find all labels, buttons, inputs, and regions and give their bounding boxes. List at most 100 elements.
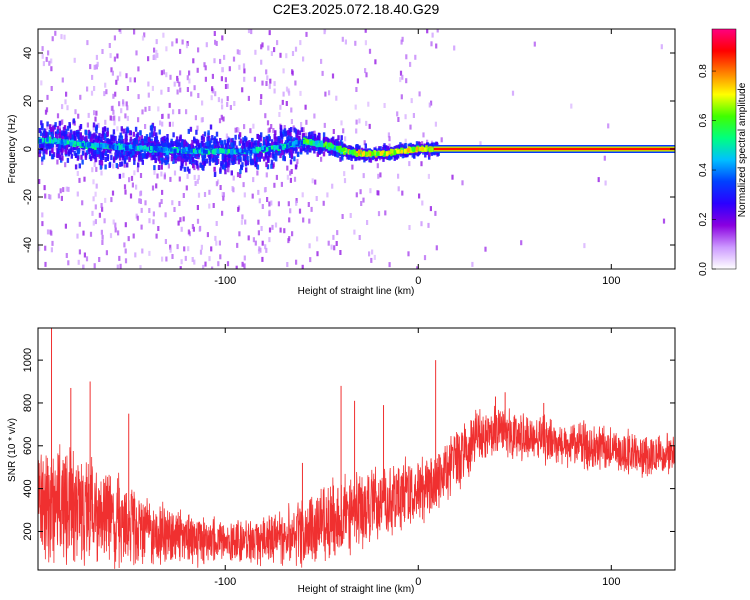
spectral-cell (100, 133, 104, 139)
snr-series-line (38, 405, 675, 569)
spectral-speckle (283, 125, 286, 130)
spectral-speckle (355, 192, 358, 198)
spectral-speckle (169, 247, 172, 253)
spectral-speckle (520, 240, 523, 246)
spectral-speckle (93, 86, 96, 91)
spectral-speckle (336, 230, 339, 236)
spectral-cell (139, 140, 142, 146)
spectral-cell (349, 145, 353, 151)
spectral-speckle (226, 102, 229, 107)
spectral-cell (216, 153, 220, 159)
spectral-speckle (180, 226, 183, 232)
spectral-speckle (49, 229, 52, 235)
spectral-cell (223, 165, 227, 171)
spectral-cell (54, 122, 57, 128)
spectral-speckle (104, 197, 107, 203)
spectral-speckle (401, 36, 404, 42)
spectral-cell (121, 155, 125, 161)
spectral-cell (81, 135, 85, 141)
spectral-speckle (252, 123, 255, 129)
spectral-speckle (354, 104, 357, 110)
spectral-cell (172, 159, 175, 164)
spectral-speckle (342, 128, 345, 134)
spectral-speckle (218, 240, 221, 246)
spectral-speckle (410, 98, 413, 104)
spectral-cell (106, 154, 110, 160)
spectral-speckle (201, 100, 204, 106)
ridge-cell (96, 143, 99, 148)
spectral-cell (96, 149, 99, 154)
spectral-cell (230, 170, 233, 176)
spectral-cell (325, 137, 328, 143)
spectral-cell (179, 156, 182, 162)
spectral-speckle (56, 159, 59, 165)
spectral-speckle (151, 85, 154, 91)
spectral-speckle (426, 29, 429, 34)
spectral-speckle (162, 69, 165, 75)
spectral-cell (150, 155, 153, 161)
spectral-cell (404, 143, 407, 148)
spectral-cell (187, 128, 190, 134)
spectral-cell (259, 136, 263, 142)
spectral-cell (274, 152, 278, 158)
spectral-speckle (261, 240, 264, 246)
ridge-cell (222, 149, 225, 154)
spectral-speckle (335, 241, 338, 246)
spectral-speckle (243, 255, 246, 261)
ridge-cell (292, 141, 295, 146)
spectral-cell (267, 134, 271, 140)
spectral-cell (256, 157, 259, 162)
spectral-speckle (273, 47, 276, 53)
spectral-cell (159, 155, 163, 161)
spectral-speckle (301, 264, 304, 269)
ridge-cell (329, 143, 333, 148)
spectral-cell (230, 153, 234, 159)
spectral-cell (322, 151, 326, 157)
spectral-speckle (95, 64, 98, 70)
spectral-cell (133, 159, 136, 165)
ridge-cell (76, 142, 80, 147)
spectral-speckle (265, 172, 268, 178)
spectral-speckle (360, 201, 363, 206)
spectral-speckle (250, 29, 253, 35)
spectral-speckle (50, 66, 53, 72)
spectral-cell (147, 150, 150, 156)
spectral-speckle (236, 127, 239, 133)
spectral-speckle (305, 119, 308, 125)
spectral-cell (76, 149, 79, 155)
spectral-speckle (251, 193, 254, 199)
spectral-cell (118, 173, 122, 179)
spectral-speckle (159, 120, 162, 126)
spectral-cell (136, 132, 139, 138)
spectral-speckle (182, 193, 185, 198)
spectral-cell (265, 162, 268, 168)
ridge-cell (91, 143, 94, 148)
spectral-cell (153, 126, 156, 132)
spectral-cell (158, 143, 161, 149)
spectral-cell (122, 128, 126, 134)
spectral-cell (239, 153, 242, 159)
spectral-cell (279, 132, 283, 138)
spectral-speckle (188, 78, 191, 84)
spectral-speckle (220, 76, 223, 82)
spectral-speckle (331, 73, 335, 79)
spectral-cell (73, 145, 76, 151)
spectral-speckle (117, 230, 120, 236)
spectral-cell (202, 157, 205, 163)
spectral-speckle (354, 40, 357, 46)
spectral-cell (118, 155, 122, 161)
spectral-cell (255, 140, 258, 146)
spectral-cell (393, 153, 397, 159)
spectral-cell (65, 144, 69, 150)
spectral-speckle (208, 189, 211, 195)
spectral-cell (161, 136, 164, 142)
spectral-speckle (308, 243, 311, 249)
ridge-cell (48, 139, 51, 144)
spectral-speckle (210, 95, 213, 101)
ridge-cell (320, 140, 323, 145)
spectral-speckle (65, 91, 68, 97)
spectral-cell (335, 142, 339, 147)
spectral-speckle (192, 58, 195, 64)
ridge-cell (185, 147, 188, 152)
spectral-cell (45, 149, 48, 155)
